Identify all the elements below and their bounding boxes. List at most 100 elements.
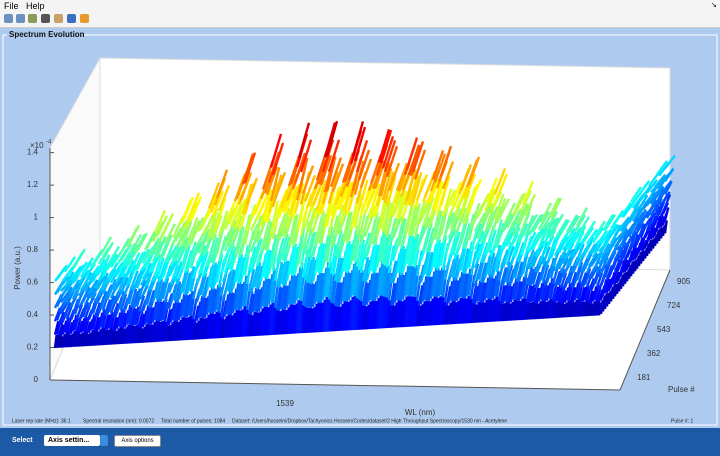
surface-strip — [585, 301, 590, 317]
surface-strip — [117, 308, 124, 327]
surface-strip — [77, 333, 82, 347]
surface-strip — [253, 262, 262, 288]
surface-strip — [177, 299, 184, 321]
surface-strip — [305, 307, 310, 333]
menu-item[interactable]: File — [4, 1, 19, 11]
surface-strip — [373, 272, 380, 301]
surface-strip — [147, 307, 154, 326]
surface-strip — [325, 191, 335, 227]
surface-strip — [575, 243, 585, 263]
surface-strip — [343, 181, 355, 212]
surface-strip — [395, 245, 404, 273]
surface-strip — [345, 272, 352, 302]
status-pulses: Total number of pulses: 1084 — [161, 418, 225, 424]
zoom-in-tool[interactable] — [4, 14, 13, 23]
surface-strip — [175, 227, 189, 248]
menu-item[interactable]: Help — [26, 1, 45, 11]
surface-strip — [263, 278, 270, 308]
rotate-tool[interactable] — [41, 14, 50, 23]
surface-strip — [475, 280, 482, 302]
menu-toggle[interactable]: ↘ — [711, 2, 717, 9]
surface-strip — [93, 331, 98, 346]
surface-strip — [487, 229, 497, 254]
surface-strip — [337, 209, 349, 235]
surface-strip — [377, 128, 391, 163]
surface-strip — [593, 299, 598, 316]
surface-strip — [513, 299, 518, 321]
surface-strip — [347, 179, 359, 211]
surface-strip — [129, 288, 138, 308]
surface-strip — [207, 260, 216, 287]
surface-strip — [563, 302, 568, 318]
surface-strip — [309, 283, 316, 309]
data-cursor-tool[interactable] — [54, 14, 63, 23]
surface-strip — [227, 314, 232, 338]
pan-tool[interactable] — [28, 14, 37, 23]
surface-strip — [497, 300, 502, 322]
surface-strip — [613, 271, 620, 285]
surface-strip — [369, 212, 379, 243]
surface-strip — [323, 122, 337, 158]
surface-strip — [235, 253, 244, 282]
surface-strip — [325, 156, 337, 192]
surface-strip — [565, 214, 579, 233]
surface-strip — [351, 260, 358, 296]
surface-strip — [608, 224, 620, 239]
surface-strip — [565, 282, 572, 301]
surface-strip — [493, 244, 502, 271]
exponent-base: ×10 — [30, 141, 44, 150]
surface-strip — [165, 309, 172, 326]
surface-strip — [147, 324, 152, 343]
surface-strip — [485, 297, 490, 323]
dropdown-arrow[interactable] — [100, 435, 108, 446]
surface-strip — [197, 252, 207, 275]
surface-strip — [185, 317, 190, 341]
surface-strip — [325, 296, 330, 332]
surface-strip — [103, 314, 110, 331]
surface-strip — [169, 303, 176, 323]
surface-strip — [533, 287, 540, 304]
surface-strip — [77, 320, 84, 335]
surface-strip — [53, 334, 58, 349]
surface-strip — [151, 321, 156, 343]
surface-strip — [367, 245, 376, 274]
surface-strip — [596, 229, 608, 246]
surface-strip — [463, 298, 468, 324]
surface-strip — [305, 232, 315, 259]
surface-strip — [255, 289, 262, 313]
surface-strip — [335, 257, 344, 283]
surface-strip — [273, 307, 278, 335]
surface-strip — [367, 273, 374, 302]
zoom-out-tool[interactable] — [16, 14, 25, 23]
surface-strip — [215, 169, 229, 199]
surface-strip — [403, 265, 410, 297]
surface-strip — [295, 266, 302, 301]
axis-options-button[interactable]: Axis options — [114, 435, 161, 447]
surface-strip — [309, 308, 314, 333]
surface-strip — [409, 205, 419, 237]
surface-strip — [527, 302, 532, 320]
surface-strip — [247, 268, 256, 292]
surface-strip — [307, 282, 314, 308]
surface-strip — [601, 278, 608, 296]
surface-strip — [173, 281, 182, 302]
surface-strip — [107, 295, 116, 313]
brush-tool[interactable] — [80, 14, 89, 23]
surface-strip — [355, 139, 369, 173]
surface-strip — [447, 281, 454, 303]
surface-strip — [289, 213, 299, 245]
surface-strip — [515, 261, 524, 282]
axis-dropdown[interactable]: Axis settin... — [44, 435, 108, 446]
surface-strip — [269, 133, 283, 168]
exponent-power: -4 — [46, 140, 52, 146]
surface-strip — [539, 260, 548, 281]
surface-strip — [405, 295, 410, 327]
surface-strip — [159, 320, 164, 342]
surface-strip — [181, 292, 188, 317]
colorbar-tool[interactable] — [67, 14, 76, 23]
surface-strip — [233, 309, 238, 338]
surface-strip — [249, 230, 261, 253]
surface-strip — [347, 300, 352, 331]
surface-strip — [587, 290, 594, 304]
